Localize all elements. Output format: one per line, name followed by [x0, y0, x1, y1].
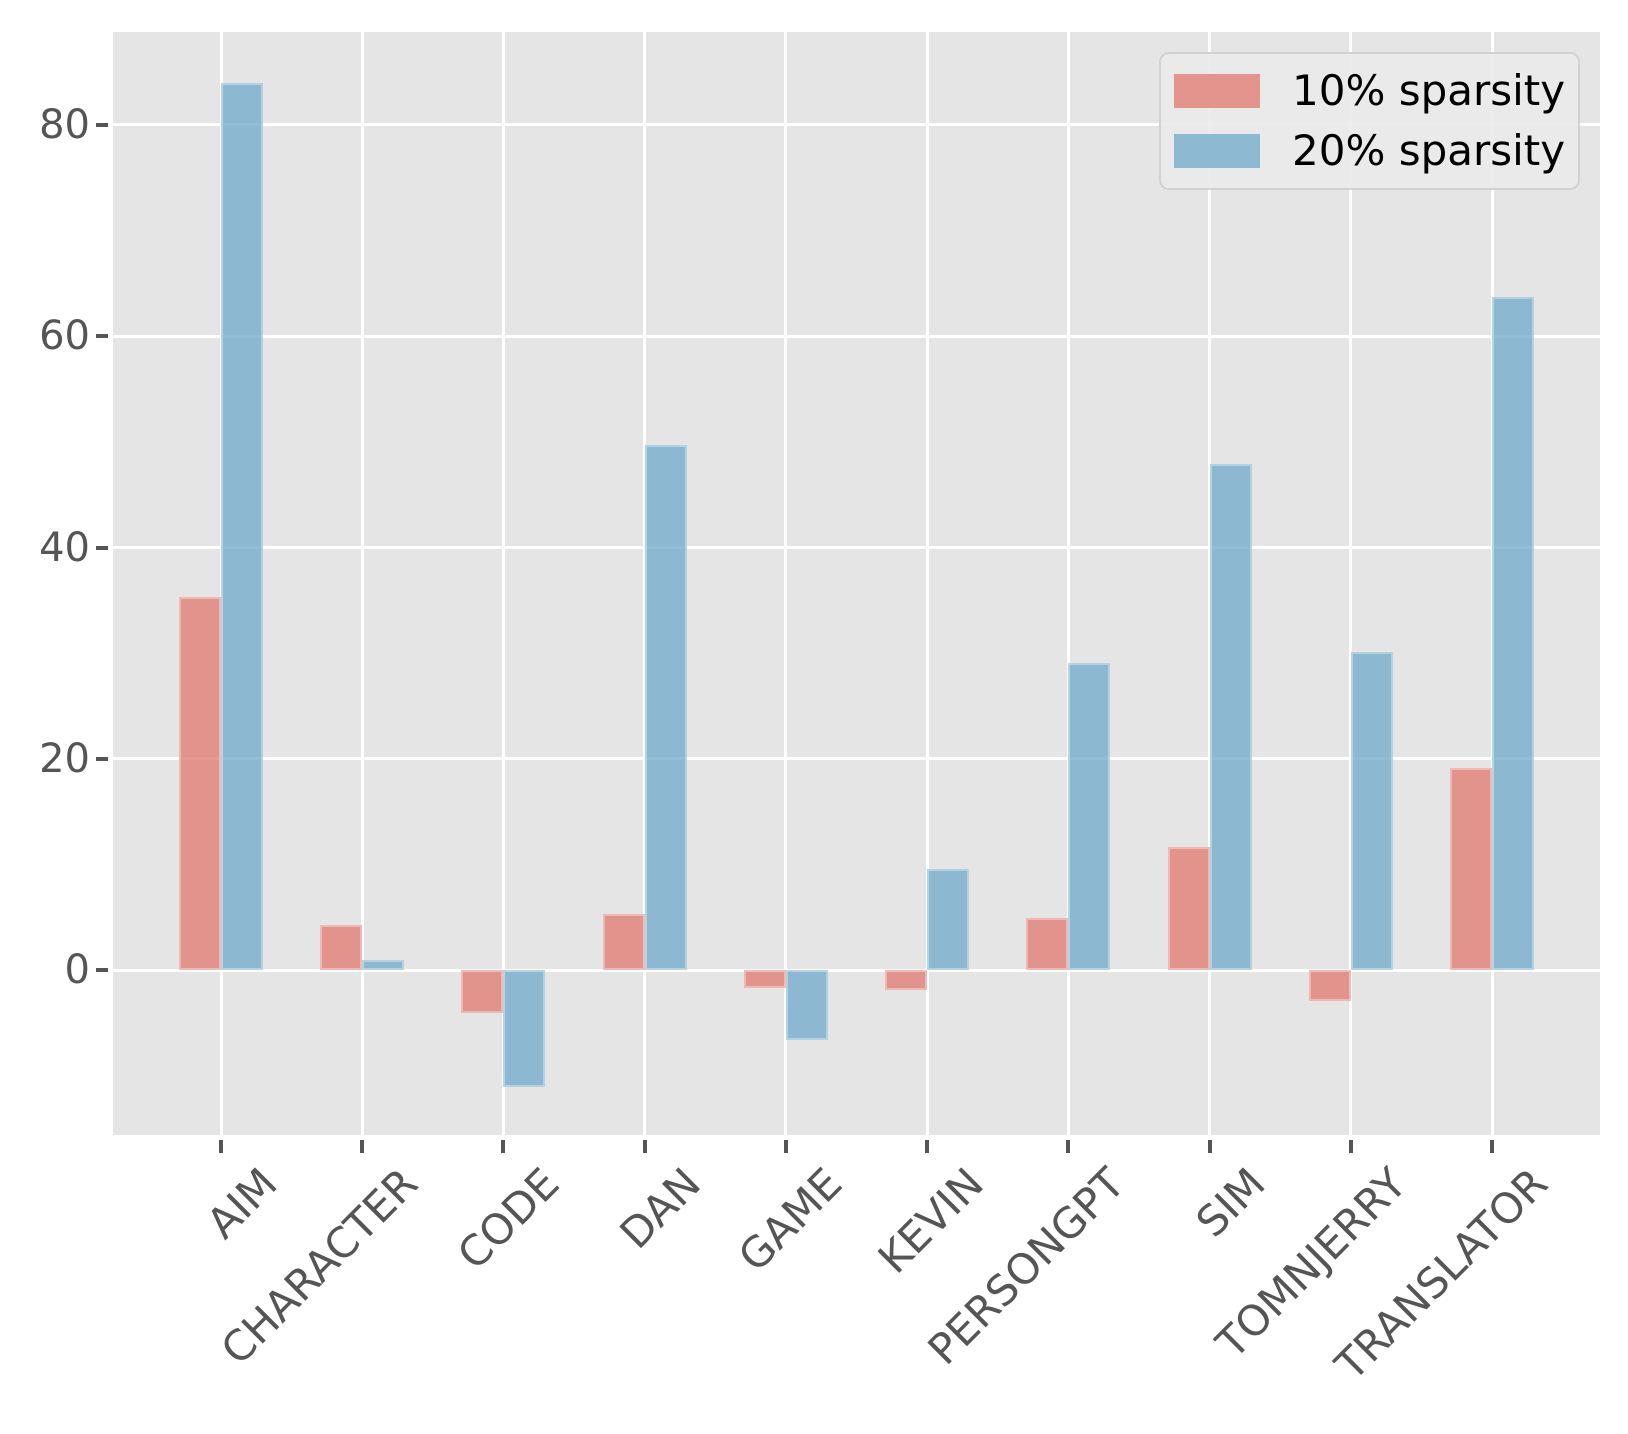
gridline-horizontal [113, 546, 1600, 550]
gridline-vertical [360, 32, 364, 1135]
bar-kevin-20% [927, 868, 970, 971]
bar-aim-10% [179, 597, 221, 971]
y-tick-mark [96, 545, 108, 550]
y-tick-label: 60 [39, 313, 90, 360]
x-tick-mark [1348, 1140, 1353, 1153]
x-tick-mark [783, 1140, 788, 1153]
gridline-vertical [1066, 32, 1070, 1135]
bar-tomnjerry-20% [1350, 652, 1393, 971]
y-tick-label: 80 [39, 101, 90, 148]
x-tick-label: DAN [610, 1158, 710, 1259]
bar-dan-10% [602, 914, 645, 971]
bar-code-20% [503, 970, 546, 1088]
bar-persongpt-10% [1026, 918, 1069, 971]
gridline-horizontal [113, 123, 1600, 127]
gridline-horizontal [113, 334, 1600, 338]
bar-sim-20% [1209, 464, 1252, 971]
y-tick-mark [96, 756, 108, 761]
x-tick-mark [501, 1140, 506, 1153]
y-tick-mark [96, 968, 108, 973]
legend-swatch-20pct [1174, 134, 1260, 168]
gridline-horizontal [113, 757, 1600, 761]
gridline-vertical [1349, 32, 1353, 1135]
bar-game-10% [743, 970, 786, 989]
x-tick-mark [925, 1140, 930, 1153]
bar-sim-10% [1167, 846, 1210, 971]
legend: 10% sparsity 20% sparsity [1159, 52, 1580, 190]
x-tick-label: SIM [1186, 1158, 1275, 1247]
x-tick-label: GAME [728, 1158, 852, 1281]
x-tick-mark [219, 1140, 223, 1153]
bar-translator-10% [1450, 768, 1492, 971]
bar-translator-20% [1492, 297, 1534, 971]
gridline-vertical [925, 32, 929, 1135]
gridline-vertical [501, 32, 505, 1135]
legend-label-10pct: 10% sparsity [1292, 66, 1566, 115]
x-tick-mark [1207, 1140, 1212, 1153]
x-tick-label: CODE [448, 1158, 569, 1279]
bar-character-10% [320, 924, 363, 971]
legend-row: 20% sparsity [1174, 129, 1565, 173]
y-tick-mark [96, 334, 108, 339]
legend-row: 10% sparsity [1174, 69, 1565, 113]
bar-dan-20% [644, 445, 687, 971]
bar-tomnjerry-10% [1308, 970, 1351, 1001]
y-tick-label: 0 [64, 947, 90, 994]
x-tick-mark [1066, 1140, 1071, 1153]
bar-aim-20% [221, 82, 263, 971]
y-tick-label: 20 [39, 735, 90, 782]
gridline-vertical [784, 32, 788, 1135]
bar-persongpt-20% [1068, 662, 1111, 971]
x-tick-label: AIM [196, 1158, 287, 1248]
x-tick-label: KEVIN [868, 1158, 993, 1283]
legend-label-20pct: 20% sparsity [1292, 126, 1566, 175]
bar-kevin-10% [885, 970, 928, 991]
gridline-horizontal [113, 968, 1600, 972]
x-tick-mark [1490, 1140, 1494, 1153]
x-tick-mark [642, 1140, 647, 1153]
bar-code-10% [461, 970, 504, 1014]
plot-area [113, 32, 1600, 1135]
y-tick-label: 40 [39, 524, 90, 571]
y-tick-mark [96, 122, 108, 127]
bar-character-20% [362, 959, 405, 971]
x-tick-mark [360, 1140, 365, 1153]
bar-game-20% [785, 970, 828, 1040]
legend-swatch-10pct [1174, 74, 1260, 108]
